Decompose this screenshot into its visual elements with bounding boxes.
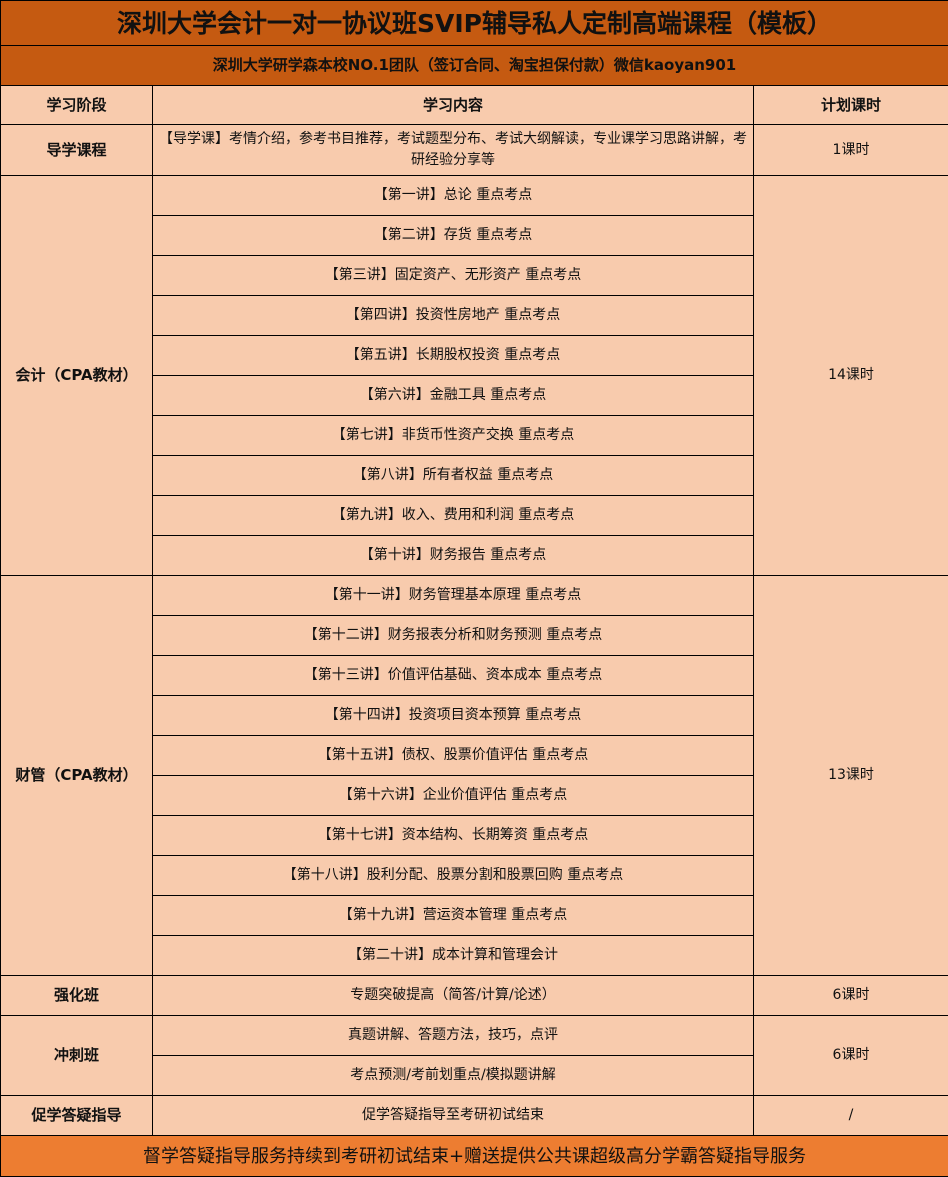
content-cell: 【第十一讲】财务管理基本原理 重点考点 — [153, 576, 754, 616]
stage-cell: 会计（CPA教材） — [1, 176, 153, 576]
hours-cell: 6课时 — [754, 976, 948, 1016]
header-content: 学习内容 — [153, 86, 754, 125]
content-cell: 【第十讲】财务报告 重点考点 — [153, 536, 754, 576]
content-cell: 【第一讲】总论 重点考点 — [153, 176, 754, 216]
content-cell: 【导学课】考情介绍，参考书目推荐，考试题型分布、考试大纲解读，专业课学习思路讲解… — [153, 125, 754, 176]
subtitle: 深圳大学研学森本校NO.1团队（签订合同、淘宝担保付款）微信kaoyan901 — [1, 46, 948, 86]
page-title: 深圳大学会计一对一协议班SVIP辅导私人定制高端课程（模板） — [1, 1, 948, 46]
hours-cell: 6课时 — [754, 1016, 948, 1096]
content-cell: 【第二讲】存货 重点考点 — [153, 216, 754, 256]
content-cell: 【第十五讲】债权、股票价值评估 重点考点 — [153, 736, 754, 776]
stage-cell: 财管（CPA教材） — [1, 576, 153, 976]
table-row: 强化班专题突破提高（简答/计算/论述）6课时 — [1, 976, 948, 1016]
content-cell: 【第七讲】非货币性资产交换 重点考点 — [153, 416, 754, 456]
content-cell: 【第六讲】金融工具 重点考点 — [153, 376, 754, 416]
content-cell: 【第十六讲】企业价值评估 重点考点 — [153, 776, 754, 816]
hours-cell: 13课时 — [754, 576, 948, 976]
content-cell: 促学答疑指导至考研初试结束 — [153, 1096, 754, 1136]
content-cell: 【第三讲】固定资产、无形资产 重点考点 — [153, 256, 754, 296]
content-cell: 【第十四讲】投资项目资本预算 重点考点 — [153, 696, 754, 736]
header-stage: 学习阶段 — [1, 86, 153, 125]
content-cell: 【第十八讲】股利分配、股票分割和股票回购 重点考点 — [153, 856, 754, 896]
content-cell: 【第十三讲】价值评估基础、资本成本 重点考点 — [153, 656, 754, 696]
content-cell: 【第八讲】所有者权益 重点考点 — [153, 456, 754, 496]
hours-cell: 14课时 — [754, 176, 948, 576]
content-cell: 【第十九讲】营运资本管理 重点考点 — [153, 896, 754, 936]
content-cell: 真题讲解、答题方法，技巧，点评 — [153, 1016, 754, 1056]
stage-cell: 导学课程 — [1, 125, 153, 176]
content-cell: 【第九讲】收入、费用和利润 重点考点 — [153, 496, 754, 536]
content-cell: 专题突破提高（简答/计算/论述） — [153, 976, 754, 1016]
stage-cell: 促学答疑指导 — [1, 1096, 153, 1136]
stage-cell: 冲刺班 — [1, 1016, 153, 1096]
content-cell: 【第十七讲】资本结构、长期筹资 重点考点 — [153, 816, 754, 856]
table-row: 促学答疑指导促学答疑指导至考研初试结束/ — [1, 1096, 948, 1136]
header-hours: 计划课时 — [754, 86, 948, 125]
hours-cell: / — [754, 1096, 948, 1136]
footer-note: 督学答疑指导服务持续到考研初试结束+赠送提供公共课超级高分学霸答疑指导服务 — [1, 1136, 948, 1177]
content-cell: 考点预测/考前划重点/模拟题讲解 — [153, 1056, 754, 1096]
content-cell: 【第五讲】长期股权投资 重点考点 — [153, 336, 754, 376]
content-cell: 【第十二讲】财务报表分析和财务预测 重点考点 — [153, 616, 754, 656]
content-cell: 【第四讲】投资性房地产 重点考点 — [153, 296, 754, 336]
hours-cell: 1课时 — [754, 125, 948, 176]
table-row: 导学课程【导学课】考情介绍，参考书目推荐，考试题型分布、考试大纲解读，专业课学习… — [1, 125, 948, 176]
stage-cell: 强化班 — [1, 976, 153, 1016]
content-cell: 【第二十讲】成本计算和管理会计 — [153, 936, 754, 976]
